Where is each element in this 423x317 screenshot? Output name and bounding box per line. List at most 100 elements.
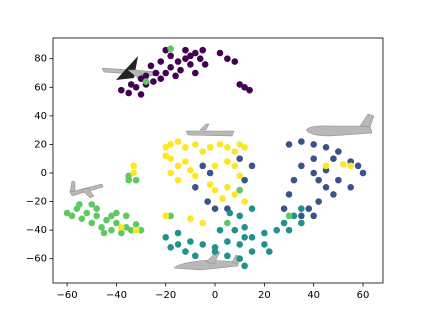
point (130, 162, 137, 170)
point (216, 141, 224, 148)
point (192, 49, 199, 57)
point (108, 212, 115, 220)
y-tick-label: 80 (34, 54, 47, 65)
point (310, 141, 317, 148)
point (88, 201, 96, 208)
plane-image (69, 180, 104, 199)
point (211, 205, 219, 213)
point (122, 212, 130, 220)
point (204, 198, 211, 205)
point (93, 212, 100, 220)
point (199, 46, 207, 54)
point (359, 169, 367, 177)
point (298, 205, 305, 213)
point (98, 223, 105, 231)
point (132, 83, 140, 91)
point (132, 226, 140, 234)
point (177, 66, 184, 74)
point (152, 69, 160, 77)
point (167, 243, 174, 251)
point (224, 252, 231, 260)
point (224, 219, 231, 227)
point (241, 262, 248, 270)
point (241, 233, 248, 241)
point (157, 75, 165, 83)
point (167, 212, 174, 220)
point (236, 141, 244, 148)
point (290, 176, 298, 184)
y-tick-label: −60 (26, 254, 47, 265)
point (285, 212, 293, 220)
point (187, 215, 194, 223)
point (127, 81, 135, 88)
point (68, 212, 76, 220)
point (174, 241, 182, 248)
y-tick-label: −20 (26, 197, 47, 208)
point (174, 162, 182, 170)
point (76, 201, 83, 208)
y-tick-label: 60 (34, 82, 47, 93)
point (174, 229, 182, 237)
point (322, 162, 330, 170)
point (162, 69, 170, 77)
point (132, 221, 140, 228)
point (167, 52, 174, 60)
point (192, 141, 199, 148)
point (246, 86, 253, 94)
point (261, 229, 268, 237)
x-tick-label: 20 (258, 290, 271, 301)
point (167, 63, 174, 71)
point (231, 226, 239, 234)
point (103, 216, 110, 224)
point (224, 55, 231, 63)
plane-image (173, 251, 240, 271)
point (219, 195, 226, 203)
plane-image (185, 123, 235, 137)
point (199, 219, 207, 227)
point (241, 143, 248, 151)
point (137, 91, 145, 98)
point (206, 143, 214, 151)
point (248, 205, 256, 213)
point (137, 75, 145, 83)
point (187, 61, 194, 68)
point (113, 209, 120, 217)
point (174, 176, 182, 184)
point (118, 86, 125, 94)
point (241, 83, 248, 91)
point (192, 69, 199, 77)
point (113, 219, 120, 227)
point (142, 72, 150, 80)
point (236, 186, 244, 194)
point (192, 183, 199, 191)
point (347, 183, 354, 191)
point (310, 155, 317, 163)
point (261, 241, 268, 248)
point (162, 152, 170, 160)
point (108, 226, 115, 234)
point (248, 248, 256, 255)
point (335, 176, 342, 184)
point (211, 162, 219, 170)
point (172, 72, 179, 80)
point (157, 58, 165, 65)
point (127, 226, 135, 234)
point (199, 162, 207, 170)
point (192, 172, 199, 180)
point (241, 198, 248, 205)
point (125, 89, 133, 97)
point (231, 148, 239, 155)
point (167, 45, 174, 53)
plot-frame (52, 37, 384, 284)
x-tick-label: −20 (155, 290, 176, 301)
point (206, 169, 214, 177)
point (137, 226, 145, 234)
point (305, 205, 313, 213)
point (182, 55, 189, 63)
point (187, 166, 194, 174)
point (162, 233, 170, 241)
point (236, 255, 244, 263)
point (199, 148, 207, 155)
